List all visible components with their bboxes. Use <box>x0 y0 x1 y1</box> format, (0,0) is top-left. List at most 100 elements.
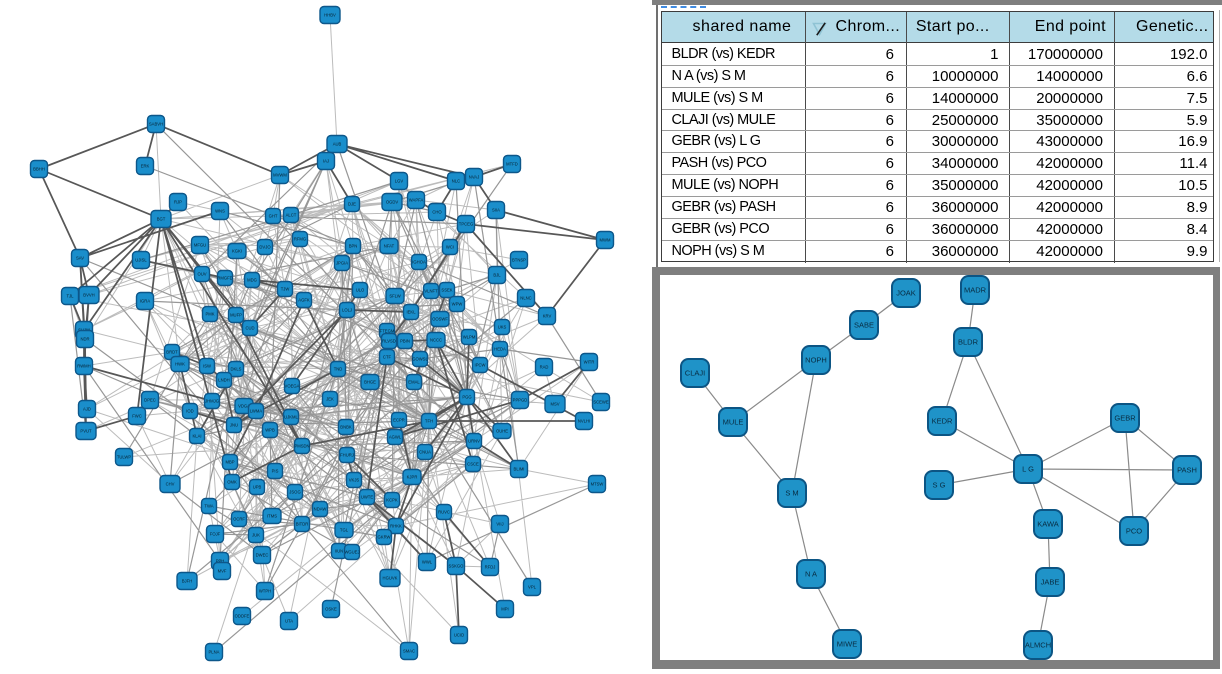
svg-text:RUVC: RUVC <box>438 510 450 515</box>
svg-text:KJPR: KJPR <box>407 475 418 480</box>
svg-text:NVLHI: NVLHI <box>578 419 590 424</box>
svg-text:CUD: CUD <box>245 326 254 331</box>
svg-text:PGG: PGG <box>462 395 471 400</box>
svg-text:WITR: WITR <box>584 360 595 365</box>
svg-text:BBHH: BBHH <box>33 167 45 172</box>
svg-text:DWEC: DWEC <box>256 553 269 558</box>
svg-text:CHV: CHV <box>166 482 175 487</box>
svg-text:NDR: NDR <box>80 337 89 342</box>
svg-text:VPL: VPL <box>528 585 537 590</box>
svg-text:FOJF: FOJF <box>210 532 221 537</box>
svg-text:CNUA: CNUA <box>419 450 431 455</box>
svg-text:MVF: MVF <box>218 569 227 574</box>
svg-text:UWTE: UWTE <box>361 495 374 500</box>
svg-text:PASH: PASH <box>1177 466 1197 475</box>
svg-text:HEDA: HEDA <box>494 347 506 352</box>
svg-text:UJISL: UJISL <box>135 258 147 263</box>
svg-text:MWM: MWM <box>600 238 611 243</box>
svg-text:TND: TND <box>334 367 343 372</box>
svg-text:VDGA: VDGA <box>238 404 250 409</box>
svg-text:MADR: MADR <box>964 286 987 295</box>
svg-text:UPB: UPB <box>253 485 262 490</box>
svg-text:MDG: MDG <box>247 278 257 283</box>
svg-text:TULWP: TULWP <box>117 455 132 460</box>
svg-text:PPPGD: PPPGD <box>513 398 528 403</box>
svg-text:LOLJ: LOLJ <box>342 308 352 313</box>
svg-text:SMAC: SMAC <box>403 649 415 654</box>
svg-text:KEDR: KEDR <box>932 417 953 426</box>
svg-text:OCRF: OCRF <box>233 517 245 522</box>
svg-text:WLPM: WLPM <box>463 335 476 340</box>
svg-text:NFAT: NFAT <box>384 244 395 249</box>
svg-text:RAD: RAD <box>540 365 549 370</box>
svg-text:IAJ: IAJ <box>323 159 329 164</box>
svg-text:TJL: TJL <box>67 294 75 299</box>
svg-text:BITDR: BITDR <box>296 522 309 527</box>
svg-text:TPCEG: TPCEG <box>459 222 473 227</box>
svg-text:UKS: UKS <box>498 325 507 330</box>
svg-text:IOD: IOD <box>186 409 193 414</box>
svg-text:BGT: BGT <box>157 217 166 222</box>
svg-text:PPH: PPH <box>216 559 225 564</box>
svg-text:FWC: FWC <box>132 414 142 419</box>
svg-text:S G: S G <box>933 481 946 490</box>
svg-text:LWMA: LWMA <box>250 409 262 414</box>
svg-text:TJW: TJW <box>281 287 290 292</box>
svg-text:BRDT: BRDT <box>166 350 178 355</box>
svg-text:CHO: CHO <box>432 210 442 215</box>
svg-text:WTPH: WTPH <box>259 589 271 594</box>
svg-text:ITMS: ITMS <box>267 514 277 519</box>
svg-text:NVAJ: NVAJ <box>469 175 479 180</box>
svg-text:VOEGA: VOEGA <box>285 384 300 389</box>
svg-text:AGFK: AGFK <box>298 298 310 303</box>
svg-text:UJKML: UJKML <box>284 415 298 420</box>
svg-text:NOPH: NOPH <box>805 356 827 365</box>
svg-text:GOWSL: GOWSL <box>412 357 428 362</box>
svg-text:ISW: ISW <box>203 364 211 369</box>
svg-text:BLDR: BLDR <box>958 338 979 347</box>
svg-text:NLC: NLC <box>452 179 460 184</box>
svg-text:JNU: JNU <box>230 423 238 428</box>
svg-text:BPN: BPN <box>349 244 358 249</box>
svg-text:L G: L G <box>1022 465 1034 474</box>
svg-text:TGL: TGL <box>340 528 349 533</box>
svg-text:CLAJI: CLAJI <box>685 369 705 378</box>
svg-text:MUFP: MUFP <box>230 313 242 318</box>
svg-text:PVUT: PVUT <box>80 429 92 434</box>
svg-text:OGDV: OGDV <box>386 200 399 205</box>
svg-text:JEK: JEK <box>326 397 334 402</box>
svg-text:OSKE: OSKE <box>325 607 337 612</box>
svg-text:BTNSP: BTNSP <box>512 258 526 263</box>
svg-text:EMAL: EMAL <box>408 380 420 385</box>
svg-text:MBP: MBP <box>225 460 234 465</box>
svg-text:KGKI: KGKI <box>232 249 242 254</box>
svg-text:SSEK: SSEK <box>441 288 452 293</box>
svg-text:SAV: SAV <box>76 256 84 261</box>
svg-text:RFDJ: RFDJ <box>485 565 496 570</box>
svg-text:JPGIA: JPGIA <box>336 261 348 266</box>
svg-text:ECPR: ECPR <box>393 418 405 423</box>
svg-text:MFGU: MFGU <box>194 243 206 248</box>
svg-text:GEBR: GEBR <box>1114 414 1136 423</box>
svg-text:VKJS: VKJS <box>349 478 360 483</box>
svg-text:PCO: PCO <box>1126 527 1142 536</box>
svg-text:IPCW: IPCW <box>475 363 486 368</box>
svg-text:ODDFE: ODDFE <box>235 614 250 619</box>
svg-text:RWMH: RWMH <box>77 364 90 369</box>
svg-text:UCID: UCID <box>454 633 464 638</box>
svg-text:WWL: WWL <box>422 560 433 565</box>
svg-text:NDAW: NDAW <box>314 507 327 512</box>
svg-text:LNDH: LNDH <box>218 378 229 383</box>
svg-text:MPI: MPI <box>501 607 508 612</box>
svg-text:FHURJ: FHURJ <box>340 453 354 458</box>
svg-text:WAPFA: WAPFA <box>409 198 424 203</box>
svg-text:VLNFT: VLNFT <box>424 289 438 294</box>
svg-text:N A: N A <box>805 570 817 579</box>
svg-text:DKLS: DKLS <box>231 367 242 372</box>
svg-text:HHBV: HHBV <box>324 13 336 18</box>
svg-text:JSOG: JSOG <box>289 490 300 495</box>
svg-text:AJD: AJD <box>83 407 91 412</box>
svg-text:SABE: SABE <box>854 321 874 330</box>
svg-text:RMGFD: RMGFD <box>217 276 232 281</box>
svg-text:JABE: JABE <box>1041 578 1060 587</box>
